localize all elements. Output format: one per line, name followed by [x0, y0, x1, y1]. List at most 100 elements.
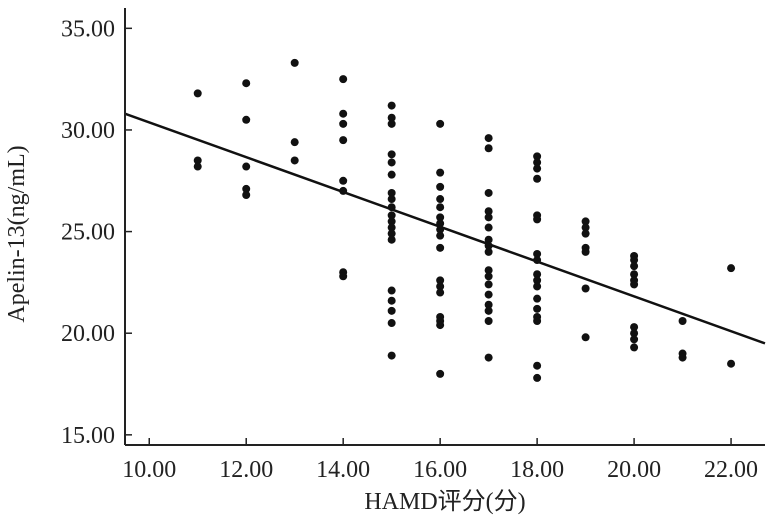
data-point — [387, 319, 396, 328]
data-point — [193, 156, 202, 165]
data-point — [630, 335, 639, 344]
y-tick-label: 30.00 — [61, 118, 115, 144]
data-point — [484, 223, 493, 232]
data-point — [630, 280, 639, 289]
data-point — [387, 170, 396, 179]
data-point — [387, 229, 396, 238]
data-point — [193, 162, 202, 171]
data-point — [387, 223, 396, 232]
data-point — [436, 195, 445, 204]
data-point — [630, 323, 639, 332]
data-point — [581, 333, 590, 342]
data-point — [533, 164, 542, 173]
data-point — [387, 158, 396, 167]
regression-line — [124, 112, 766, 345]
data-point — [678, 317, 687, 326]
data-point — [387, 296, 396, 305]
data-point — [630, 343, 639, 352]
y-tick-label: 25.00 — [61, 220, 115, 246]
data-point — [387, 188, 396, 197]
data-point — [339, 272, 348, 281]
x-axis-ticks: 10.00 12.00 14.00 16.00 18.00 20.00 22.00 — [122, 438, 758, 483]
data-point — [630, 329, 639, 338]
x-axis-title: HAMD评分(分) — [364, 488, 525, 515]
data-point — [581, 229, 590, 238]
data-point — [581, 217, 590, 226]
data-point — [436, 243, 445, 252]
data-point — [436, 182, 445, 191]
data-point — [581, 247, 590, 256]
data-point — [436, 369, 445, 378]
data-point — [436, 203, 445, 212]
data-point — [484, 290, 493, 299]
data-point — [387, 119, 396, 128]
data-point — [436, 282, 445, 291]
x-tick-label: 10.00 — [122, 457, 176, 483]
data-point — [484, 306, 493, 315]
data-point — [436, 288, 445, 297]
data-point — [242, 115, 251, 124]
data-point — [193, 89, 202, 98]
data-point — [533, 294, 542, 303]
x-tick-label: 16.00 — [413, 457, 467, 483]
data-point — [484, 213, 493, 222]
data-point — [484, 247, 493, 256]
data-point — [533, 215, 542, 224]
y-axis-ticks: 15.00 20.00 25.00 30.00 35.00 — [61, 16, 132, 449]
data-point — [484, 144, 493, 153]
data-point — [436, 231, 445, 240]
data-point — [242, 184, 251, 193]
data-point — [484, 266, 493, 275]
data-point — [339, 119, 348, 128]
data-point — [533, 317, 542, 326]
y-tick-label: 35.00 — [61, 16, 115, 42]
data-point — [387, 101, 396, 110]
data-point — [581, 284, 590, 293]
data-point — [290, 138, 299, 147]
data-point — [436, 213, 445, 222]
data-point — [290, 58, 299, 67]
data-point — [533, 270, 542, 279]
data-point — [630, 262, 639, 271]
data-point — [242, 79, 251, 88]
data-point — [484, 353, 493, 362]
data-point — [533, 152, 542, 161]
data-point — [387, 286, 396, 295]
data-point — [242, 190, 251, 199]
x-tick-label: 14.00 — [316, 457, 370, 483]
data-point — [387, 211, 396, 220]
data-point — [339, 136, 348, 145]
data-point — [630, 256, 639, 265]
x-tick-label: 22.00 — [704, 457, 758, 483]
data-point — [242, 162, 251, 171]
data-point — [727, 359, 736, 368]
data-point — [533, 174, 542, 183]
data-point — [387, 150, 396, 159]
data-point — [339, 176, 348, 185]
data-point — [484, 272, 493, 281]
data-point — [484, 207, 493, 216]
data-point — [387, 217, 396, 226]
data-point — [484, 134, 493, 143]
data-point — [290, 156, 299, 165]
data-point — [436, 276, 445, 285]
data-point — [339, 75, 348, 84]
data-point — [484, 317, 493, 326]
data-point — [533, 249, 542, 258]
data-point — [339, 109, 348, 118]
x-tick-label: 20.00 — [607, 457, 661, 483]
data-point — [533, 304, 542, 313]
data-point — [630, 270, 639, 279]
data-point — [387, 351, 396, 360]
y-tick-label: 20.00 — [61, 321, 115, 347]
data-point — [436, 321, 445, 330]
data-point — [387, 195, 396, 204]
data-point — [581, 223, 590, 232]
data-point — [484, 188, 493, 197]
data-point — [484, 235, 493, 244]
x-tick-label: 12.00 — [219, 457, 273, 483]
data-point — [387, 113, 396, 122]
data-point — [484, 300, 493, 309]
data-point — [678, 353, 687, 362]
